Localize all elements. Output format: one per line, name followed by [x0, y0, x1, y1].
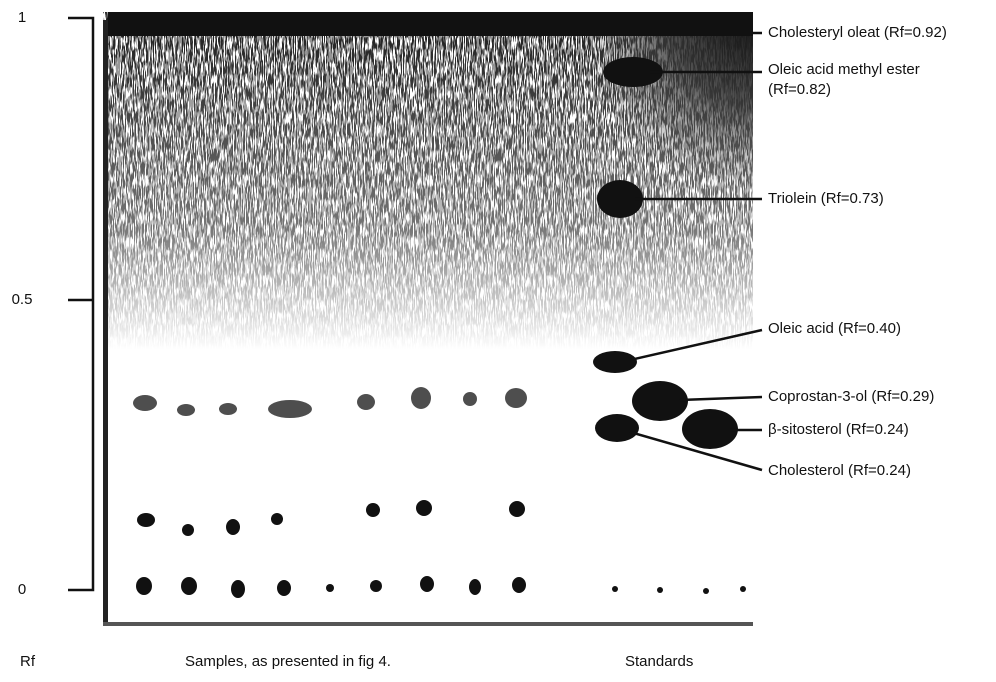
figure: 1 0.5 0 Cholesteryl oleat (Rf=0.92) Olei… — [0, 0, 996, 677]
tlc-plate — [103, 12, 753, 627]
annotation: Triolein (Rf=0.73) — [768, 190, 884, 207]
annotation: Cholesterol (Rf=0.24) — [768, 462, 911, 479]
annotation: Oleic acid methyl ester — [768, 61, 920, 78]
scale-tick-label: 1 — [18, 9, 26, 26]
rf-scale — [68, 18, 93, 590]
samples-label: Samples, as presented in fig 4. — [185, 653, 391, 670]
annotation: β-sitosterol (Rf=0.24) — [768, 421, 909, 438]
annotation: Oleic acid (Rf=0.40) — [768, 320, 901, 337]
annotation: (Rf=0.82) — [768, 81, 831, 98]
scale-label: Rf — [20, 653, 36, 670]
annotation: Coprostan-3-ol (Rf=0.29) — [768, 388, 934, 405]
scale-tick-label: 0.5 — [12, 291, 33, 308]
standards-label: Standards — [625, 653, 693, 670]
scale-tick-label: 0 — [18, 581, 26, 598]
annotation: Cholesteryl oleat (Rf=0.92) — [768, 24, 947, 41]
